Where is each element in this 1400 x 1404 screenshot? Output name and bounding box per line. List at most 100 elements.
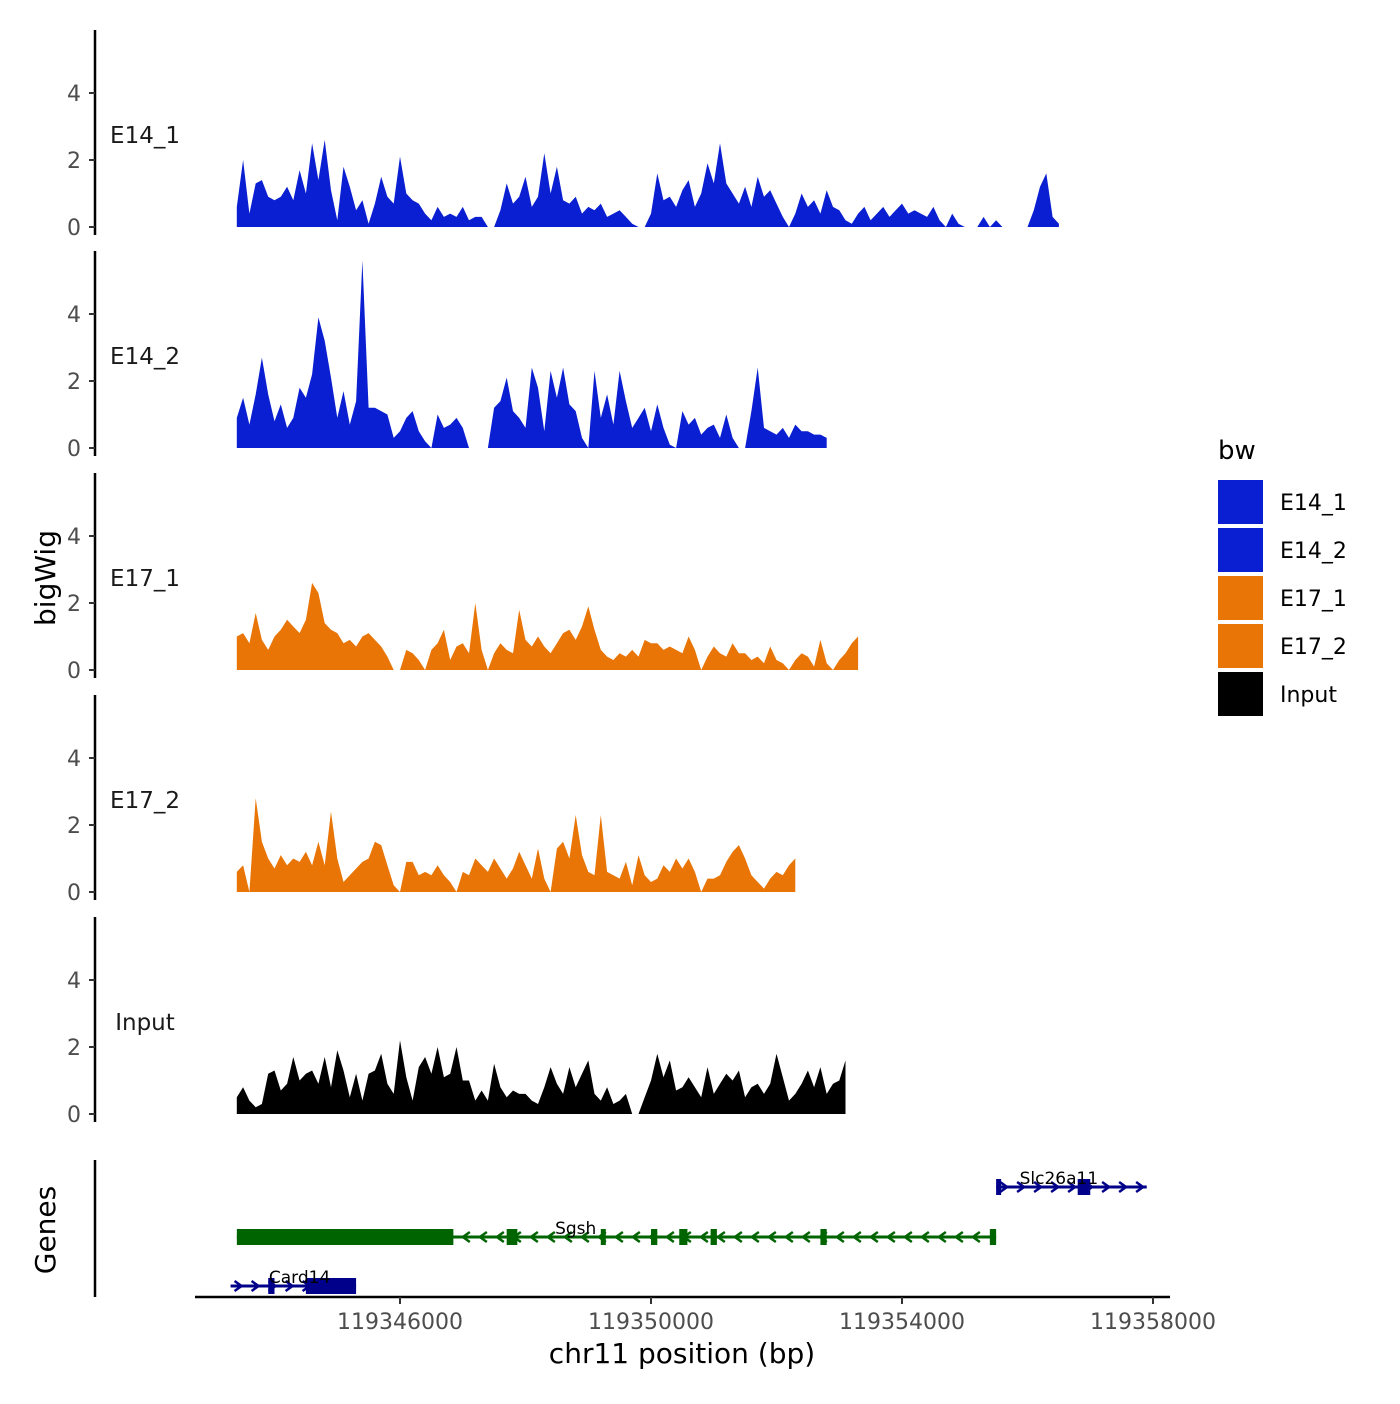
strand-arrow	[613, 1230, 624, 1244]
coverage-area	[701, 845, 796, 892]
strand-arrow	[1033, 1180, 1044, 1194]
y-tick-label: 0	[67, 659, 81, 684]
strand-arrow	[749, 1230, 760, 1244]
strand-arrow	[1135, 1180, 1146, 1194]
x-tick-label: 119346000	[337, 1310, 463, 1335]
strand-arrow	[732, 1230, 743, 1244]
strand-arrow	[698, 1230, 709, 1244]
legend-swatch	[1218, 672, 1263, 716]
exon	[710, 1229, 717, 1245]
track-e14-1: 0 2 4 E14_1	[67, 30, 1059, 241]
x-axis-title: chr11 position (bp)	[549, 1337, 815, 1370]
genes-panel: Slc26a11 Sgsh Card14	[93, 1160, 1147, 1297]
y-tick-label: 4	[67, 82, 81, 107]
strand-arrow	[851, 1230, 862, 1244]
exon	[989, 1229, 997, 1245]
x-tick-label: 119358000	[1090, 1310, 1216, 1335]
strand-arrow	[800, 1230, 811, 1244]
coverage-area	[487, 606, 702, 670]
strand-arrow	[936, 1230, 947, 1244]
legend-swatch	[1218, 528, 1263, 572]
strand-arrow	[1101, 1180, 1112, 1194]
gene-label: Card14	[269, 1268, 330, 1288]
coverage-area	[701, 643, 789, 670]
strand-arrow	[868, 1230, 879, 1244]
legend-label: E17_1	[1280, 587, 1347, 612]
legend-label: E14_2	[1280, 539, 1347, 564]
track-input: 0 2 4 Input	[67, 917, 846, 1128]
strand-arrow	[766, 1230, 777, 1244]
track-label: Input	[115, 1010, 175, 1036]
track-label: E14_2	[110, 344, 180, 370]
y-tick-label: 2	[67, 592, 81, 617]
gene-sgsh: Sgsh	[236, 1219, 997, 1245]
gene-slc26a11: Slc26a11	[996, 1169, 1147, 1195]
y-tick-label: 4	[67, 525, 81, 550]
strand-arrow	[715, 1230, 726, 1244]
exon	[268, 1278, 275, 1294]
strand-arrow	[970, 1230, 981, 1244]
coverage-area	[236, 260, 432, 448]
coverage-area	[1027, 173, 1059, 227]
legend-title: bw	[1218, 436, 1256, 466]
strand-arrow	[885, 1230, 896, 1244]
strand-arrow	[834, 1230, 845, 1244]
legend-swatch	[1218, 624, 1263, 668]
coverage-area	[249, 798, 400, 892]
y-axis-title: bigWig	[29, 530, 62, 626]
exon	[651, 1229, 658, 1245]
coverage-area	[494, 153, 639, 227]
coverage-area	[425, 603, 488, 670]
y-tick-label: 2	[67, 370, 81, 395]
exon	[305, 1278, 357, 1294]
exon	[506, 1229, 518, 1245]
track-e17-2: 0 2 4 E17_2	[67, 695, 796, 906]
legend-swatch	[1218, 480, 1263, 524]
track-label: E17_2	[110, 788, 180, 814]
exon	[679, 1229, 688, 1245]
gene-label: Slc26a11	[1020, 1169, 1099, 1189]
exon	[820, 1229, 827, 1245]
track-label: E14_1	[110, 123, 180, 149]
y-tick-label: 2	[67, 1036, 81, 1061]
track-label: E17_1	[110, 566, 180, 592]
coverage-area	[676, 411, 739, 448]
coverage-area	[977, 216, 990, 227]
coverage-area	[789, 639, 833, 670]
coverage-area	[644, 143, 789, 227]
coverage-area	[638, 1053, 846, 1114]
y-tick-label: 4	[67, 303, 81, 328]
strand-arrow	[562, 1230, 573, 1244]
y-tick-label: 2	[67, 149, 81, 174]
y-tick-label: 4	[67, 969, 81, 994]
strand-arrow	[919, 1230, 930, 1244]
y-tick-label: 4	[67, 747, 81, 772]
legend-label: E14_1	[1280, 491, 1347, 516]
y-tick-label: 0	[67, 1103, 81, 1128]
strand-arrow	[284, 1279, 295, 1293]
gene-label: Sgsh	[555, 1219, 596, 1239]
coverage-area	[745, 367, 827, 448]
strand-arrow	[664, 1230, 675, 1244]
coverage-area	[989, 220, 1003, 227]
coverage-area	[431, 414, 469, 448]
strand-arrow	[953, 1230, 964, 1244]
gene-card14: Card14	[230, 1268, 357, 1294]
strand-arrow	[528, 1230, 539, 1244]
coverage-area	[400, 861, 457, 892]
coverage-area	[456, 848, 551, 892]
exon	[996, 1179, 1002, 1195]
coverage-area	[400, 649, 426, 670]
coverage-area	[487, 367, 589, 448]
y-tick-label: 0	[67, 881, 81, 906]
coverage-area	[236, 865, 250, 892]
legend: bw E14_1 E14_2 E17_1 E17_2 Input	[1218, 436, 1347, 716]
exon	[600, 1229, 606, 1245]
x-tick-label: 119350000	[588, 1310, 714, 1335]
strand-arrow	[783, 1230, 794, 1244]
strand-arrow	[460, 1230, 471, 1244]
strand-arrow	[1016, 1180, 1027, 1194]
coverage-area	[236, 1040, 633, 1114]
strand-arrow	[999, 1180, 1010, 1194]
